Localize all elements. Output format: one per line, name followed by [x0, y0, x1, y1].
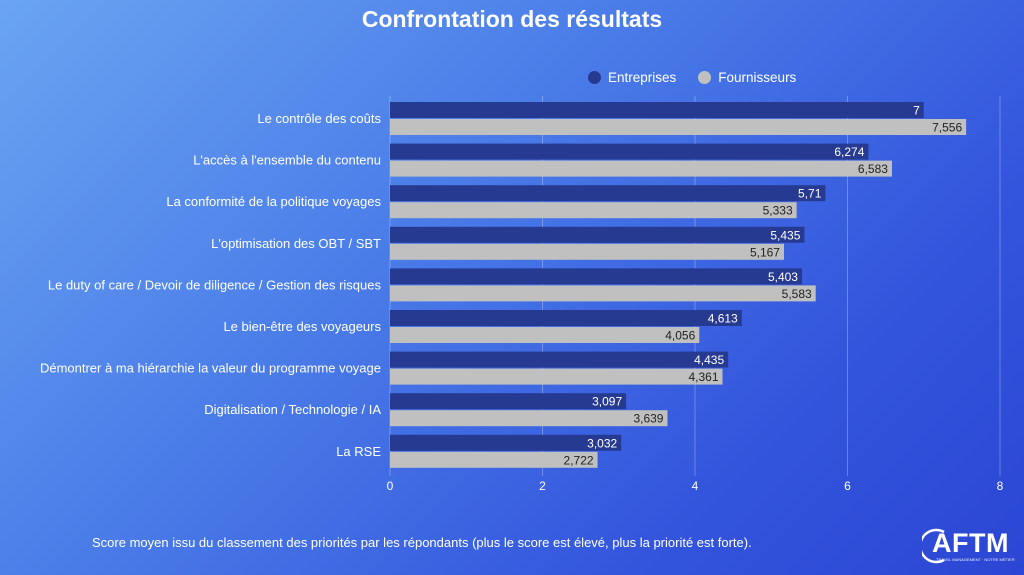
data-label-fournisseurs: 5,333	[763, 204, 793, 218]
data-label-fournisseurs: 7,556	[932, 121, 962, 135]
chart-legend: Entreprises Fournisseurs	[588, 70, 818, 85]
footnote: Score moyen issu du classement des prior…	[92, 535, 752, 550]
bar-entreprises	[390, 351, 729, 368]
category-label: Le bien-être des voyageurs	[223, 319, 381, 334]
category-label: La RSE	[336, 444, 381, 459]
bar-entreprises	[390, 310, 742, 326]
bar-entreprises	[390, 226, 805, 243]
legend-item-fournisseurs: Fournisseurs	[698, 70, 796, 85]
legend-label-fournisseurs: Fournisseurs	[718, 70, 797, 85]
bar-fournisseurs	[390, 451, 598, 468]
bar-fournisseurs	[390, 410, 668, 427]
data-label-entreprises: 5,435	[770, 228, 800, 242]
bar-fournisseurs	[390, 368, 723, 385]
data-label-entreprises: 4,613	[708, 312, 738, 326]
category-label: L'accès à l'ensemble du contenu	[193, 153, 381, 168]
bar-entreprises	[390, 102, 924, 118]
x-tick-label: 8	[997, 479, 1004, 493]
x-tick-label: 4	[692, 479, 699, 493]
data-label-fournisseurs: 2,722	[564, 453, 594, 467]
bar-fournisseurs	[390, 160, 892, 177]
data-label-entreprises: 4,435	[694, 353, 724, 367]
legend-label-entreprises: Entreprises	[608, 70, 677, 85]
data-label-entreprises: 3,032	[587, 436, 617, 450]
logo-text: AFTM	[932, 528, 1009, 558]
bar-fournisseurs	[390, 285, 816, 302]
data-label-entreprises: 7	[913, 104, 920, 118]
chart-title: Confrontation des résultats	[361, 6, 663, 32]
x-tick-label: 0	[387, 479, 394, 493]
data-label-fournisseurs: 4,361	[688, 370, 718, 384]
category-label: Le duty of care / Devoir de diligence / …	[48, 277, 382, 292]
legend-swatch-entreprises	[588, 71, 601, 84]
data-label-fournisseurs: 4,056	[665, 329, 695, 343]
data-label-fournisseurs: 6,583	[858, 162, 888, 176]
bar-entreprises	[390, 185, 826, 202]
data-label-fournisseurs: 5,167	[750, 245, 780, 259]
x-tick-label: 2	[539, 479, 546, 493]
bar-entreprises	[390, 393, 627, 410]
bar-fournisseurs	[390, 243, 784, 260]
aftm-logo: AFTM TRAVEL MANAGEMENT · NOTRE MÉTIER	[922, 528, 1015, 564]
bar-entreprises	[390, 434, 622, 451]
bar-fournisseurs	[390, 202, 797, 219]
legend-swatch-fournisseurs	[698, 71, 712, 84]
category-label: Le contrôle des coûts	[257, 111, 381, 126]
data-label-fournisseurs: 3,639	[633, 412, 663, 426]
bar-entreprises	[390, 143, 869, 160]
x-tick-label: 6	[844, 479, 851, 493]
category-label: Digitalisation / Technologie / IA	[204, 402, 381, 417]
bar-fournisseurs	[390, 327, 700, 343]
data-label-entreprises: 5,403	[768, 270, 798, 284]
legend-item-entreprises: Entreprises	[588, 70, 676, 85]
logo-arc-icon	[922, 528, 945, 564]
data-label-entreprises: 3,097	[592, 395, 622, 409]
category-label: Démontrer à ma hiérarchie la valeur du p…	[40, 361, 381, 376]
bar-chart: 0 2 4 6 8 Le contrôle des coûts 7 7,556 L'accès …	[40, 102, 1004, 493]
bar-fournisseurs	[390, 119, 967, 135]
data-label-entreprises: 5,71	[798, 187, 822, 201]
data-label-fournisseurs: 5,583	[782, 287, 812, 301]
data-label-entreprises: 6,274	[834, 145, 864, 159]
category-label: L'optimisation des OBT / SBT	[211, 236, 381, 251]
bar-entreprises	[390, 268, 802, 285]
category-label: La conformité de la politique voyages	[166, 194, 381, 209]
logo-subtitle: TRAVEL MANAGEMENT · NOTRE MÉTIER	[936, 557, 1015, 562]
